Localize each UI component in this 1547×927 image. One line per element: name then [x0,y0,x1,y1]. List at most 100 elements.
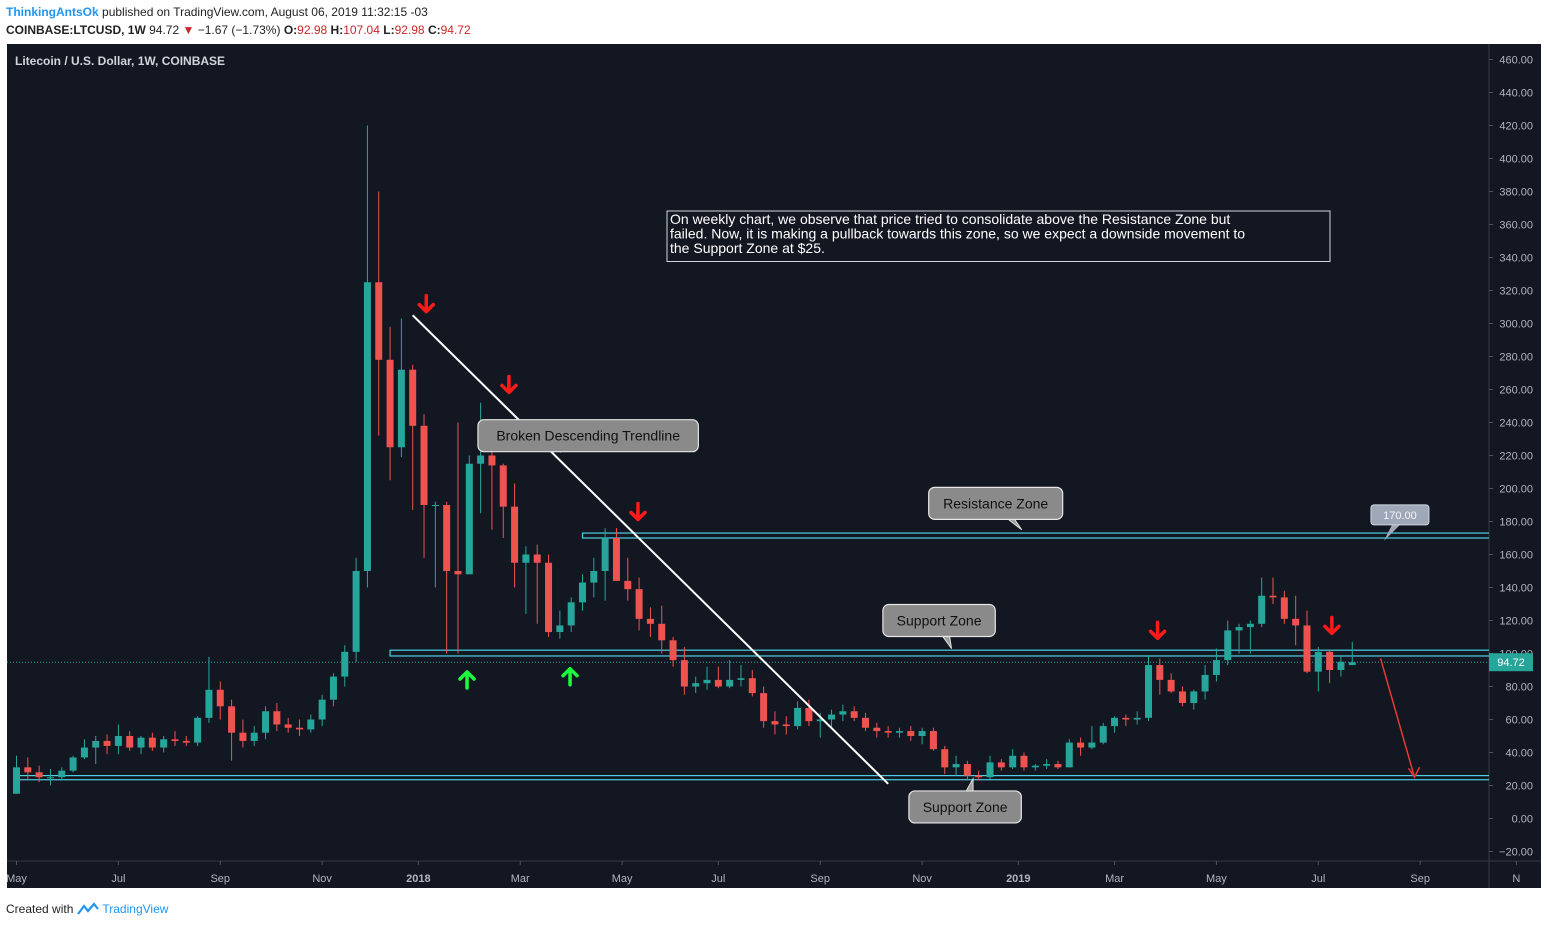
red-down-arrow-icon [500,374,518,395]
candle-body [1190,691,1198,703]
support-zone [389,649,1489,657]
candle-body [918,731,926,736]
tradingview-link[interactable]: TradingView [102,902,169,916]
high-value: 107.04 [343,23,380,37]
candle-body [318,699,326,720]
candle-body [794,707,802,727]
candle-body [839,711,847,715]
candle-body [1269,595,1277,598]
y-tick-label: 320.00 [1499,286,1533,298]
candle-body [148,737,156,748]
y-tick-label: 180.00 [1499,517,1533,529]
x-tick-label: 2019 [1006,873,1030,885]
red-down-arrow-icon [1148,620,1167,641]
candle-body [114,736,122,746]
last-price: 94.72 [149,23,180,37]
candle-body [1303,625,1311,672]
candle-body [1258,595,1266,624]
footer: Created with TradingView [6,902,168,916]
low-label: L: [383,23,395,37]
candle-body [160,739,168,748]
y-tick-label: 460.00 [1499,55,1533,67]
y-tick-label: 260.00 [1499,385,1533,397]
price-label-pointer [1383,522,1402,541]
candle-body [850,711,858,718]
y-tick-label: 360.00 [1499,220,1533,232]
candle-body [216,689,224,707]
resistance-zone [581,532,1489,539]
candle-body [511,506,519,563]
y-tick-label: 440.00 [1499,88,1533,100]
candle-body [1122,717,1130,720]
candle-body [986,762,994,778]
y-tick-label: 380.00 [1499,187,1533,199]
candle-body [194,717,202,743]
candle-body [1009,755,1017,768]
x-tick-label: May [6,873,27,885]
x-tick-label: May [1206,873,1227,885]
candle-body [80,747,88,758]
y-tick-label: 40.00 [1505,748,1533,760]
y-tick-label: 420.00 [1499,121,1533,133]
candle-body [816,719,824,722]
descending-trendline [411,314,889,785]
candle-body [692,683,700,687]
x-tick-label: Sep [810,873,830,885]
x-tick-label: Jul [111,873,125,885]
candle-body [828,714,836,720]
candle-body [58,770,66,778]
close-label: C: [427,23,441,37]
candle-body [239,732,247,741]
red-down-arrow-icon [629,501,647,522]
candle-body [1280,597,1288,619]
candle-body [522,554,530,563]
candle-body [250,732,258,741]
callout-bubble: Resistance Zone [928,486,1064,531]
candle-body [748,678,756,694]
candle-body [1054,764,1062,768]
candle-body [635,589,643,619]
last-price-tag [1489,653,1533,672]
price-label-text: 170.00 [1383,510,1417,522]
candle-body [975,775,983,778]
x-tick-label: 2018 [406,873,430,885]
x-tick-label: Mar [1105,873,1124,885]
candle-body [1235,627,1243,631]
price-label-box [1370,504,1430,526]
candle-body [590,571,598,583]
red-down-arrow-icon [417,293,436,314]
y-tick-label: 120.00 [1499,616,1533,628]
candle-body [1314,651,1322,672]
y-tick-label: 300.00 [1499,319,1533,331]
candle-body [567,602,575,626]
candle-body [556,625,564,633]
candle-body [1212,660,1220,675]
candle-body [997,762,1005,768]
candle-body [1099,726,1107,743]
candle-body [782,724,790,727]
last-price-tag-text: 94.72 [1497,657,1525,669]
tradingview-logo-icon [77,902,100,915]
author-link[interactable]: ThinkingAntsOk [6,5,99,19]
projection-arrowhead [1407,766,1421,779]
candle-body [1348,662,1356,666]
callout-text: Support Zone [923,799,1008,815]
created-with-text: Created with [6,902,74,916]
candle-body [612,538,620,581]
x-tick-label: Sep [210,873,230,885]
callout-text: Support Zone [897,613,982,629]
candle-body [680,660,688,687]
candle-body [24,767,32,773]
candle-body [579,582,586,603]
callout-box [882,603,996,638]
candle-body [262,711,270,733]
green-up-arrow-icon [561,666,579,687]
chart-background [7,44,1541,888]
candle-body [13,767,20,794]
candle-body [273,711,281,725]
candle-body [624,580,632,590]
candle-body [533,554,541,563]
annotation-box [666,210,1331,262]
candle-body [1020,755,1028,768]
